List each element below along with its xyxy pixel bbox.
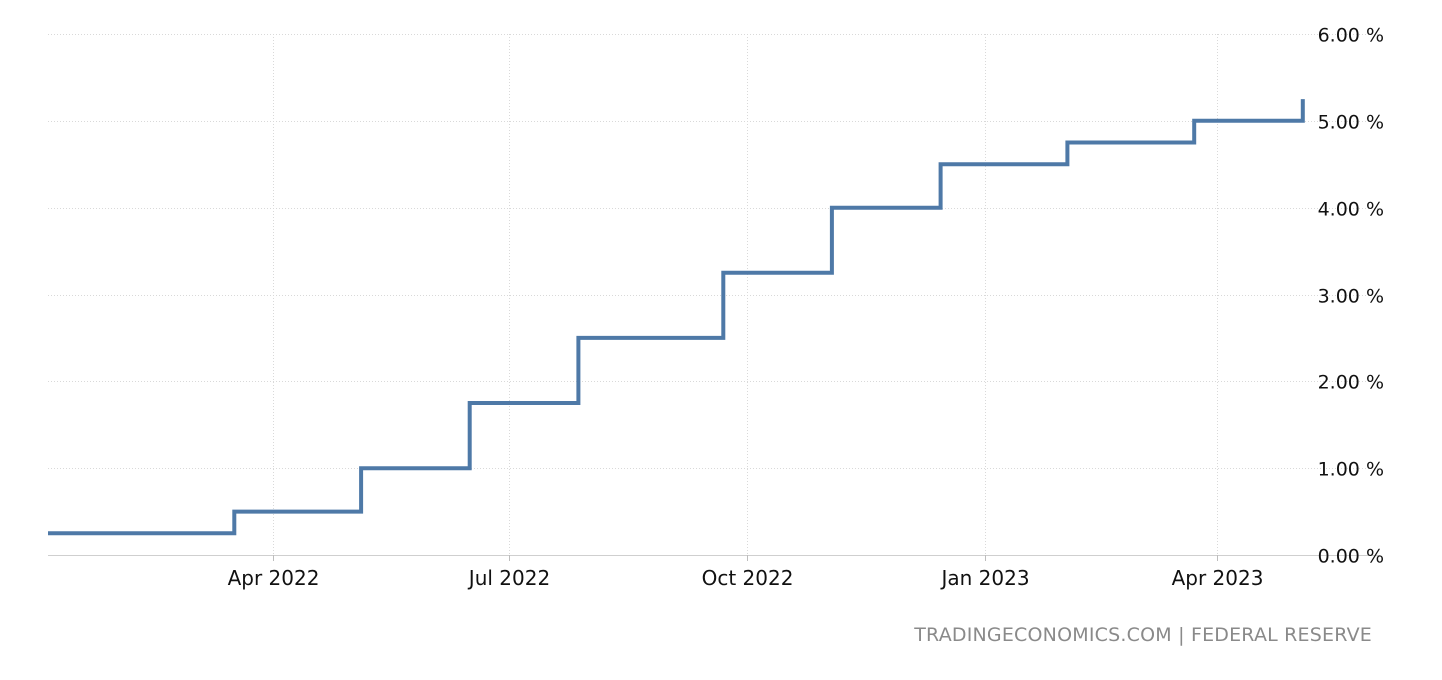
x-tick-label: Oct 2022 (702, 566, 794, 590)
x-axis-ticks: Apr 2022 Jul 2022 Oct 2022 Jan 2023 Apr 2023 (228, 566, 1264, 590)
y-tick-label: 1.00 % (1318, 459, 1384, 481)
grid-lines (48, 34, 1380, 561)
y-tick-label: 6.00 % (1318, 25, 1384, 47)
y-tick-label: 3.00 % (1318, 286, 1384, 308)
attribution-separator: | (1178, 624, 1185, 646)
y-axis-ticks: 0.00 % 1.00 % 2.00 % 3.00 % 4.00 % 5.00 % 6.00… (1318, 25, 1384, 568)
series-layer (48, 99, 1305, 536)
attribution-site: TRADINGECONOMICS.COM (914, 624, 1172, 646)
x-tick-label: Apr 2023 (1172, 566, 1264, 590)
rate-step-line (48, 99, 1305, 536)
x-tick-label: Jul 2022 (467, 566, 550, 590)
y-tick-label: 0.00 % (1318, 546, 1384, 568)
attribution-org: FEDERAL RESERVE (1190, 624, 1372, 646)
y-tick-label: 2.00 % (1318, 372, 1384, 394)
y-tick-label: 5.00 % (1318, 112, 1384, 134)
x-tick-label: Apr 2022 (228, 566, 320, 590)
source-attribution: TRADINGECONOMICS.COM | FEDERAL RESERVE (914, 624, 1372, 646)
y-tick-label: 4.00 % (1318, 199, 1384, 221)
x-tick-label: Jan 2023 (939, 566, 1029, 590)
